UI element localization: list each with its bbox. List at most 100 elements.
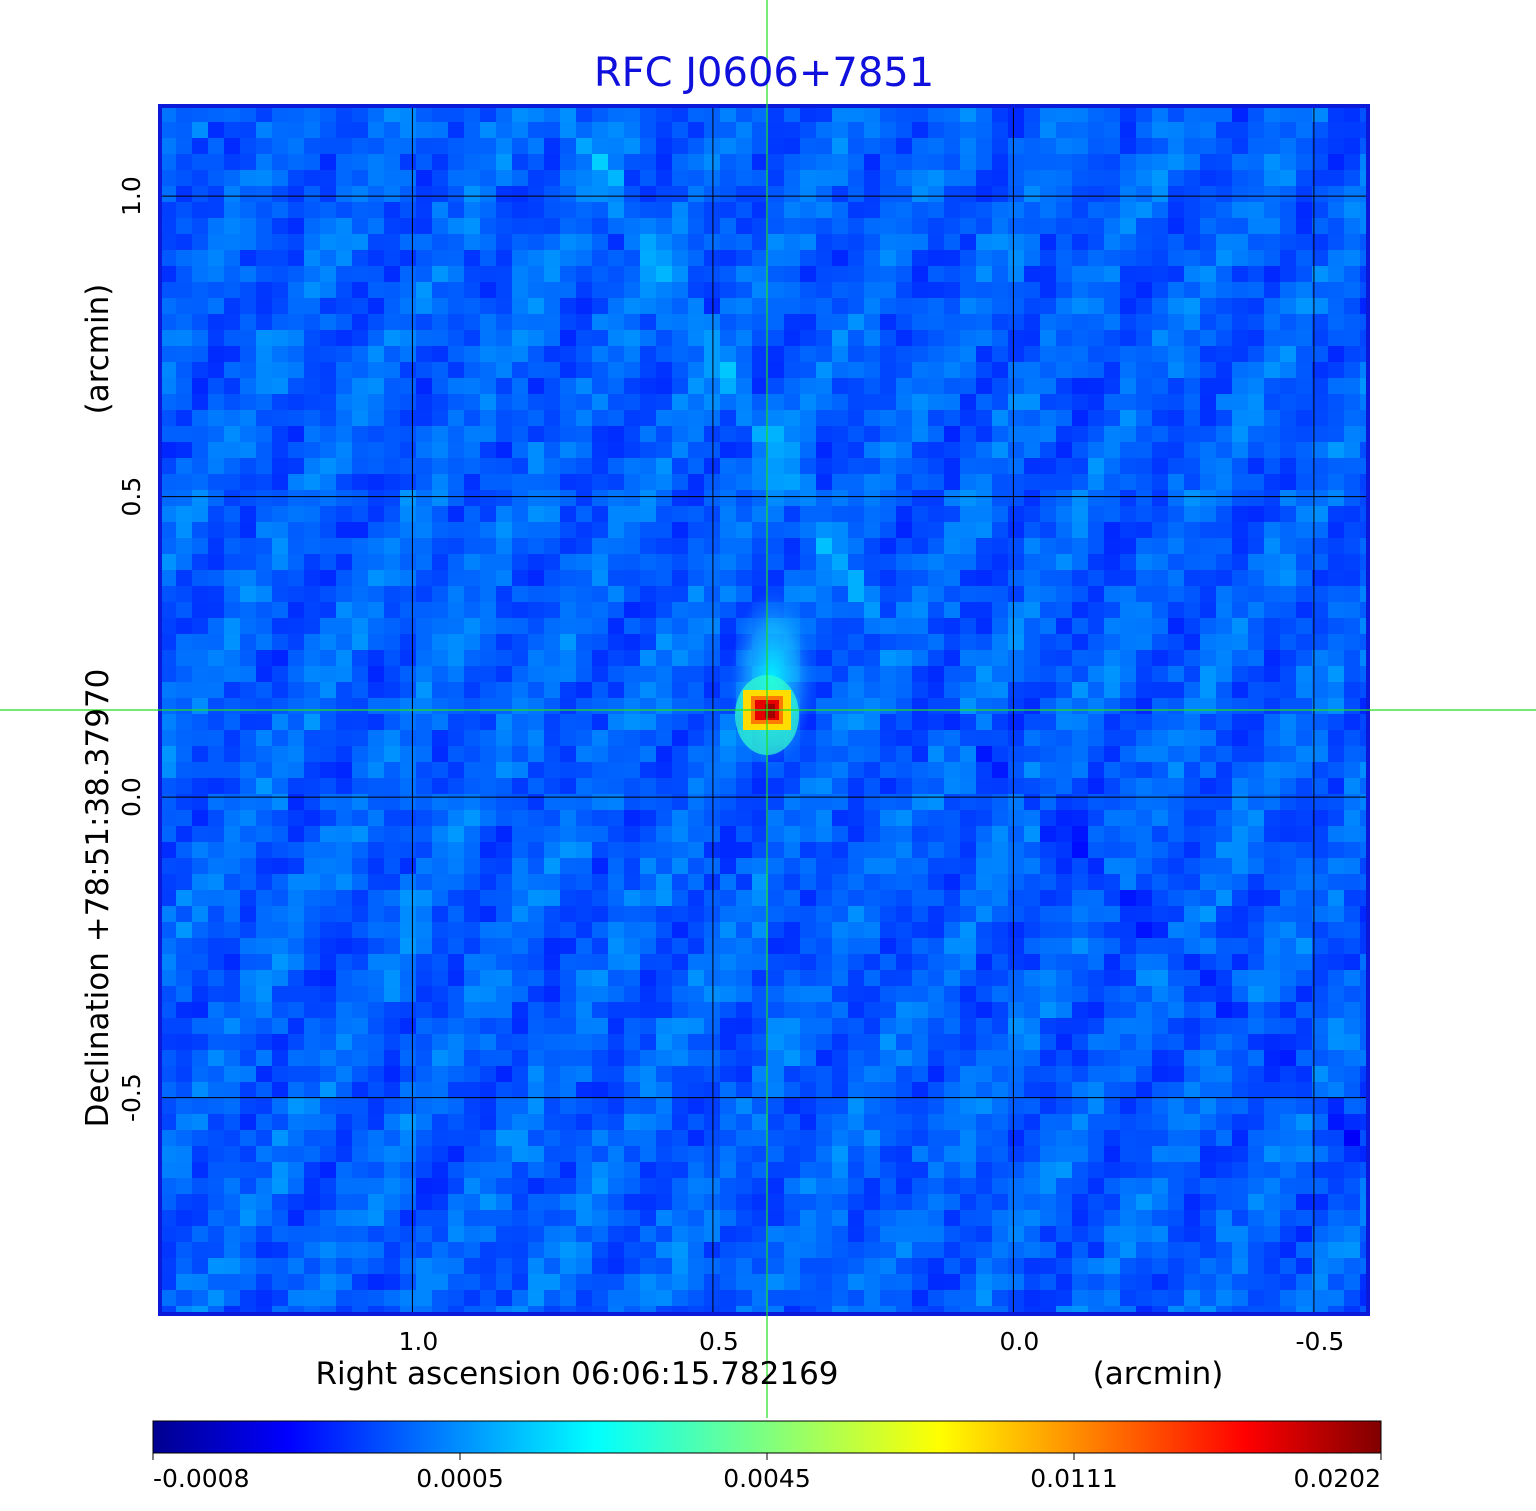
heatmap-pixel bbox=[736, 330, 753, 347]
heatmap-pixel bbox=[1216, 186, 1233, 203]
heatmap-pixel bbox=[624, 986, 641, 1003]
heatmap-pixel bbox=[1136, 1050, 1153, 1067]
heatmap-pixel bbox=[1312, 778, 1329, 795]
heatmap-pixel bbox=[640, 154, 657, 171]
heatmap-pixel bbox=[224, 266, 241, 283]
heatmap-pixel bbox=[528, 810, 545, 827]
heatmap-pixel bbox=[464, 410, 481, 427]
heatmap-pixel bbox=[704, 314, 721, 331]
heatmap-pixel bbox=[720, 938, 737, 955]
heatmap-pixel bbox=[624, 1050, 641, 1067]
heatmap-pixel bbox=[960, 1050, 977, 1067]
heatmap-pixel bbox=[464, 186, 481, 203]
heatmap-pixel bbox=[848, 330, 865, 347]
heatmap-pixel bbox=[1184, 122, 1201, 139]
heatmap-pixel bbox=[1248, 1034, 1265, 1051]
heatmap-pixel bbox=[528, 426, 545, 443]
heatmap-pixel bbox=[1296, 1114, 1313, 1131]
heatmap-pixel bbox=[1216, 554, 1233, 571]
heatmap-pixel bbox=[464, 1018, 481, 1035]
heatmap-pixel bbox=[736, 282, 753, 299]
heatmap-pixel bbox=[1152, 810, 1169, 827]
heatmap-pixel bbox=[448, 1002, 465, 1019]
heatmap-pixel bbox=[496, 1146, 513, 1163]
heatmap-pixel bbox=[192, 970, 209, 987]
heatmap-pixel bbox=[160, 858, 177, 875]
heatmap-pixel bbox=[1088, 730, 1105, 747]
heatmap-pixel bbox=[784, 202, 801, 219]
heatmap-pixel bbox=[432, 106, 449, 123]
heatmap-pixel bbox=[400, 874, 417, 891]
heatmap-pixel bbox=[288, 1066, 305, 1083]
heatmap-pixel bbox=[1312, 234, 1329, 251]
heatmap-pixel bbox=[848, 826, 865, 843]
heatmap-pixel bbox=[1328, 122, 1345, 139]
heatmap-pixel bbox=[544, 154, 561, 171]
heatmap-pixel bbox=[384, 394, 401, 411]
heatmap-pixel bbox=[288, 378, 305, 395]
heatmap-pixel bbox=[1056, 730, 1073, 747]
heatmap-pixel bbox=[576, 858, 593, 875]
heatmap-pixel bbox=[800, 1034, 817, 1051]
heatmap-pixel bbox=[864, 986, 881, 1003]
heatmap-pixel bbox=[256, 1018, 273, 1035]
heatmap-pixel bbox=[944, 1066, 961, 1083]
heatmap-pixel bbox=[320, 1066, 337, 1083]
heatmap-pixel bbox=[1024, 234, 1041, 251]
heatmap-pixel bbox=[1360, 554, 1368, 571]
heatmap-pixel bbox=[256, 602, 273, 619]
heatmap-pixel bbox=[976, 682, 993, 699]
heatmap-pixel bbox=[1072, 890, 1089, 907]
heatmap-pixel bbox=[224, 714, 241, 731]
heatmap-pixel bbox=[1232, 794, 1249, 811]
heatmap-pixel bbox=[1152, 730, 1169, 747]
heatmap-pixel bbox=[1248, 682, 1265, 699]
heatmap-pixel bbox=[832, 810, 849, 827]
heatmap-pixel bbox=[864, 698, 881, 715]
heatmap-pixel bbox=[592, 186, 609, 203]
heatmap-pixel bbox=[704, 298, 721, 315]
heatmap-pixel bbox=[1360, 778, 1368, 795]
heatmap-pixel bbox=[1056, 1002, 1073, 1019]
heatmap-pixel bbox=[320, 698, 337, 715]
heatmap-pixel bbox=[1040, 762, 1057, 779]
heatmap-pixel bbox=[528, 138, 545, 155]
heatmap-pixel bbox=[1040, 650, 1057, 667]
heatmap-pixel bbox=[1264, 106, 1281, 123]
heatmap-pixel bbox=[672, 154, 689, 171]
heatmap-pixel bbox=[544, 522, 561, 539]
heatmap-pixel bbox=[1088, 890, 1105, 907]
heatmap-pixel bbox=[1296, 106, 1313, 123]
heatmap-pixel bbox=[1344, 730, 1361, 747]
heatmap-pixel bbox=[1088, 394, 1105, 411]
heatmap-pixel bbox=[496, 1098, 513, 1115]
heatmap-pixel bbox=[1232, 586, 1249, 603]
heatmap-pixel bbox=[592, 794, 609, 811]
heatmap-pixel bbox=[336, 410, 353, 427]
heatmap-pixel bbox=[976, 986, 993, 1003]
heatmap-pixel bbox=[336, 202, 353, 219]
heatmap-pixel bbox=[928, 154, 945, 171]
heatmap-pixel bbox=[832, 986, 849, 1003]
heatmap-pixel bbox=[928, 330, 945, 347]
heatmap-pixel bbox=[640, 202, 657, 219]
heatmap-pixel bbox=[496, 842, 513, 859]
heatmap-pixel bbox=[304, 234, 321, 251]
heatmap-pixel bbox=[1024, 1034, 1041, 1051]
heatmap-pixel bbox=[1232, 826, 1249, 843]
heatmap-pixel bbox=[816, 794, 833, 811]
heatmap-pixel bbox=[880, 1002, 897, 1019]
heatmap-pixel bbox=[1200, 954, 1217, 971]
heatmap-pixel bbox=[1344, 106, 1361, 123]
heatmap-pixel bbox=[352, 746, 369, 763]
heatmap-pixel bbox=[720, 954, 737, 971]
heatmap-pixel bbox=[416, 346, 433, 363]
heatmap-pixel bbox=[448, 794, 465, 811]
heatmap-pixel bbox=[304, 906, 321, 923]
heatmap-pixel bbox=[1216, 730, 1233, 747]
heatmap-pixel bbox=[816, 426, 833, 443]
heatmap-pixel bbox=[944, 362, 961, 379]
heatmap-pixel bbox=[992, 1002, 1009, 1019]
heatmap-pixel bbox=[560, 778, 577, 795]
heatmap-pixel bbox=[192, 682, 209, 699]
